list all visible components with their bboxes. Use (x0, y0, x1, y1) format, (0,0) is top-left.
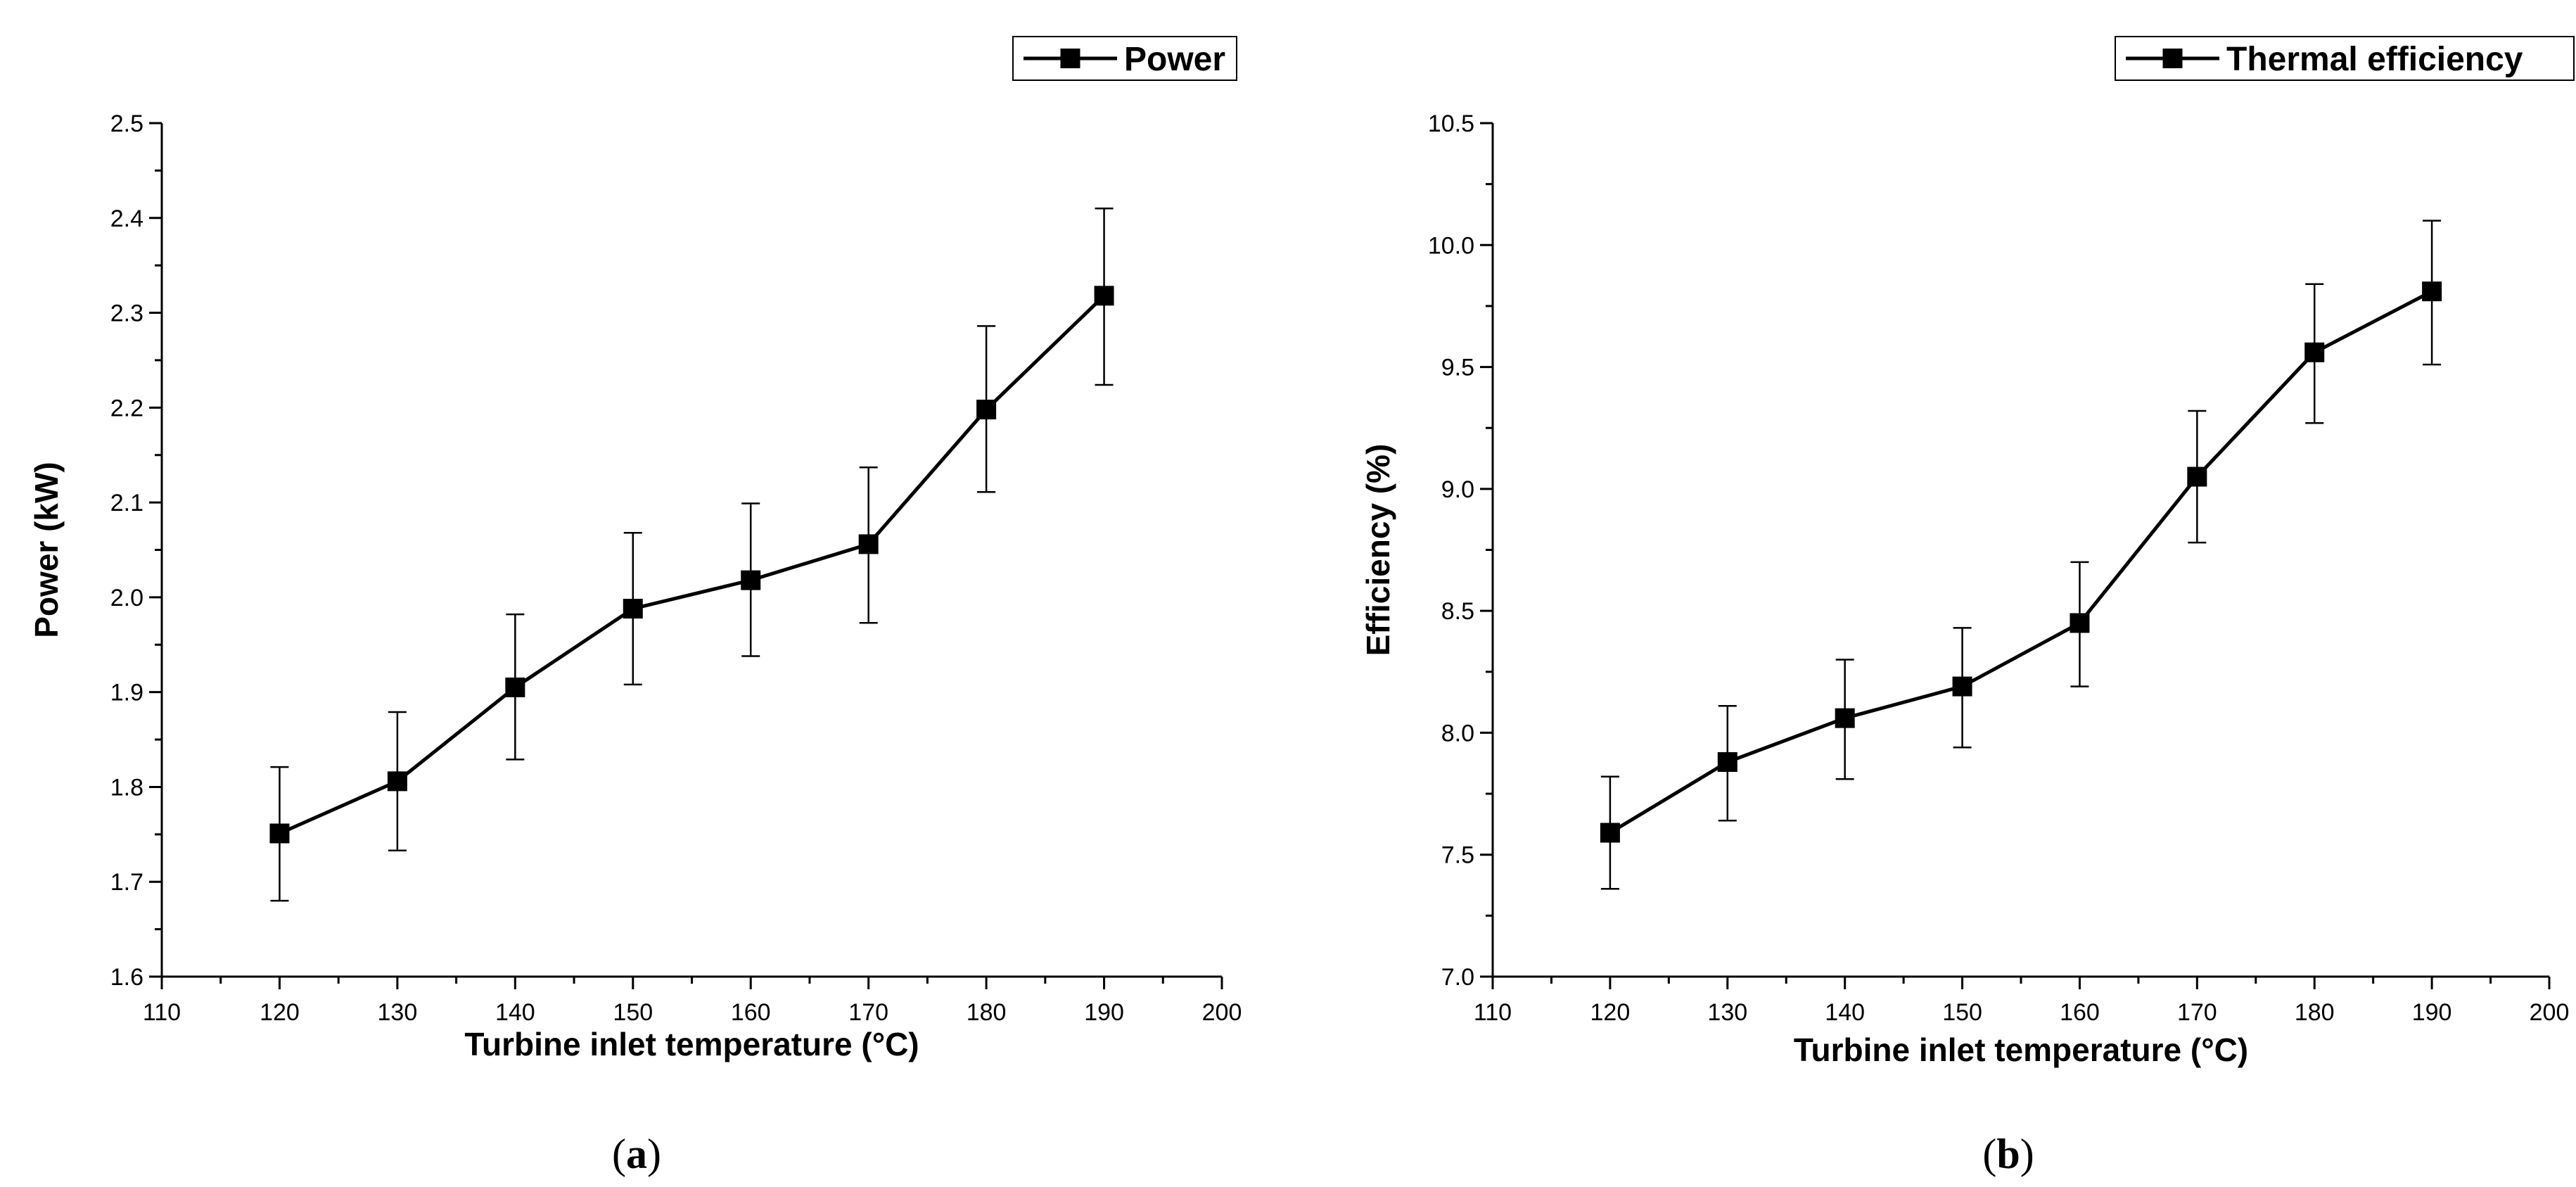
x-tick-label: 130 (378, 999, 418, 1026)
chart-panel-a: 110 120 130 140 150 160 170 180 190 200 1.6 1.7 1.8 1… (28, 36, 1242, 1177)
data-point (269, 823, 290, 844)
x-tick-label: 120 (1590, 999, 1631, 1026)
panel-label-close: ) (647, 1131, 661, 1177)
y-tick-label: 1.9 (110, 680, 144, 706)
y-tick-label: 10.0 (1428, 232, 1474, 259)
y-tick-label: 1.6 (110, 964, 144, 991)
y-tick-label: 9.5 (1441, 355, 1474, 381)
data-point (976, 400, 997, 420)
legend-marker-swatch (2162, 49, 2183, 68)
data-point (505, 677, 525, 697)
x-tick-label: 110 (1474, 999, 1512, 1026)
x-tick-label: 140 (1825, 999, 1865, 1026)
x-tick-label: 140 (495, 999, 535, 1026)
x-tick-label: 190 (1084, 999, 1124, 1026)
legend-label: Thermal efficiency (2226, 41, 2523, 78)
data-point (1717, 752, 1737, 773)
x-tick-label: 150 (1942, 999, 1982, 1026)
data-point (1600, 823, 1620, 843)
data-point (741, 570, 761, 590)
data-point (2187, 466, 2207, 487)
y-tick-label: 2.5 (110, 110, 144, 137)
data-point (858, 534, 879, 554)
x-tick-label: 160 (2060, 999, 2100, 1026)
x-tick-label: 180 (967, 999, 1007, 1026)
x-tick-label: 160 (731, 999, 771, 1026)
y-tick-label: 9.0 (1441, 476, 1474, 503)
y-tick-label: 8.5 (1441, 598, 1474, 625)
panel-label-close: ) (2020, 1131, 2034, 1177)
data-point (2070, 613, 2090, 633)
y-tick-label: 2.0 (110, 585, 144, 611)
chart-panel-b: 110 120 130 140 150 160 170 180 190 200 7.0 7.5 8.0 8… (1360, 36, 2575, 1177)
x-tick-label: 130 (1707, 999, 1747, 1026)
data-point (1952, 676, 1972, 697)
y-tick-label: 2.4 (110, 205, 144, 232)
x-tick-label: 170 (2177, 999, 2217, 1026)
x-tick-label: 200 (1202, 999, 1242, 1026)
panel-label-open: ( (1982, 1131, 1996, 1177)
legend-label: Power (1124, 41, 1225, 78)
panel-label-letter: a (626, 1131, 647, 1177)
x-tick-label: 200 (2530, 999, 2570, 1026)
y-tick-label: 2.1 (110, 490, 144, 516)
y-tick-label: 2.3 (110, 300, 144, 327)
y-tick-label: 7.0 (1441, 964, 1474, 991)
data-point (2422, 281, 2442, 302)
y-tick-label: 10.5 (1428, 110, 1474, 137)
panel-label: (a) (612, 1131, 661, 1177)
data-point (1094, 286, 1114, 306)
series-line (1609, 289, 2433, 834)
y-tick-label: 7.5 (1441, 842, 1474, 869)
x-tick-label: 190 (2412, 999, 2452, 1026)
x-tick-label: 150 (613, 999, 653, 1026)
data-point (1835, 708, 1855, 728)
x-tick-label: 180 (2295, 999, 2335, 1026)
series-line (279, 294, 1106, 835)
y-tick-label: 8.0 (1441, 720, 1474, 747)
x-axis-title: Turbine inlet temperature (°C) (1794, 1032, 2248, 1068)
y-axis-title: Efficiency (%) (1360, 444, 1396, 656)
y-tick-label: 1.7 (110, 869, 144, 896)
data-point (2304, 342, 2325, 362)
x-axis-title: Turbine inlet temperature (°C) (464, 1026, 919, 1062)
y-axis-title: Power (kW) (28, 462, 65, 637)
data-point (623, 599, 643, 619)
panel-label-open: ( (612, 1131, 626, 1177)
x-tick-label: 120 (260, 999, 300, 1026)
y-tick-label: 1.8 (110, 774, 144, 801)
data-point (387, 771, 407, 792)
x-tick-label: 110 (143, 999, 181, 1026)
x-tick-label: 170 (848, 999, 888, 1026)
y-tick-label: 2.2 (110, 395, 144, 421)
panel-label-letter: b (1996, 1131, 2020, 1177)
legend-marker-swatch (1060, 49, 1080, 68)
panel-label: (b) (1982, 1131, 2034, 1177)
